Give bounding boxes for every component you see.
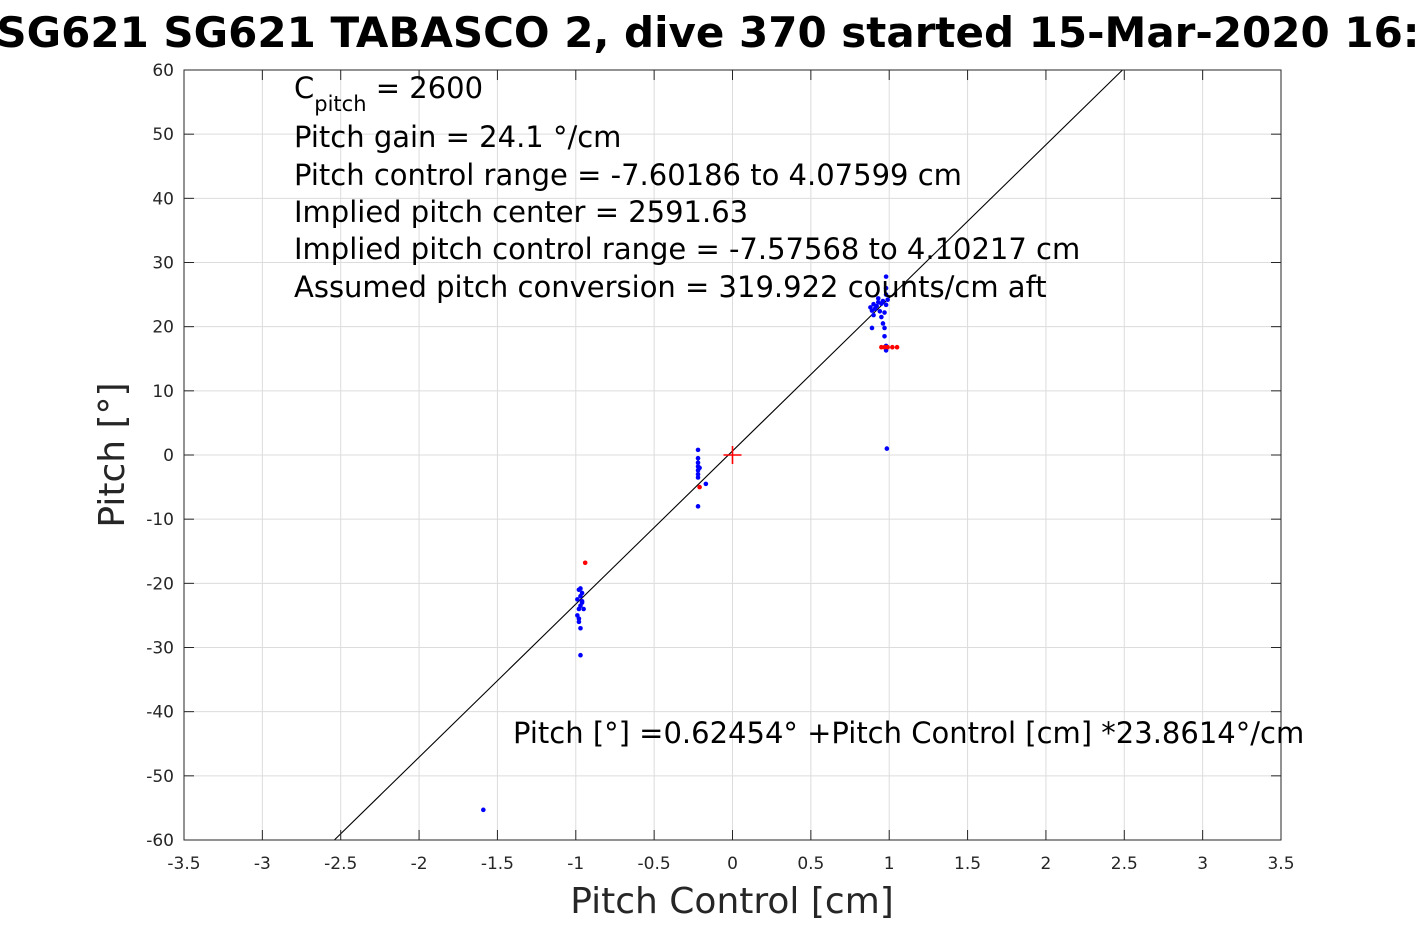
data-point	[885, 344, 890, 350]
y-tick-labels: 60 50 40 30 20 10 0 -10 -20 -30 -40 -50 -60	[146, 61, 174, 851]
y-axis-label: Pitch [°]	[92, 382, 133, 527]
data-point	[697, 465, 702, 471]
data-point	[880, 298, 886, 304]
x-tick-labels: -3.5 -3 -2.5 -2 -1.5 -1 -0.5 0 0.5 1 1.5 2 2.5 3 3.5	[167, 854, 1294, 874]
data-point	[578, 652, 583, 658]
control-range-annotation: Pitch control range = -7.60186 to 4.0759…	[294, 158, 962, 192]
c-pitch-main: C	[294, 71, 314, 105]
x-tick-label: -2	[411, 854, 428, 874]
data-point	[884, 446, 890, 451]
x-tick-label: 1.5	[954, 854, 981, 874]
conversion-annotation: Assumed pitch conversion = 319.922 count…	[294, 270, 1047, 304]
x-tick-label: -3	[254, 854, 271, 874]
data-point	[576, 619, 582, 625]
data-point	[885, 297, 890, 303]
data-point	[576, 616, 582, 621]
data-point	[695, 504, 701, 509]
data-point	[890, 344, 895, 350]
x-tick-label: 3	[1197, 854, 1208, 874]
data-point	[695, 455, 701, 461]
y-tick-label: -20	[146, 574, 174, 594]
data-point	[578, 586, 583, 591]
data-point	[882, 310, 887, 315]
x-tick-label: -1.5	[481, 854, 514, 874]
data-point	[883, 285, 889, 291]
data-point	[697, 484, 702, 490]
y-tick-label: 60	[152, 61, 174, 81]
x-tick-label: 3.5	[1267, 854, 1294, 874]
y-tick-label: 10	[152, 382, 174, 402]
data-point	[578, 625, 583, 631]
x-tick-label: 0.5	[797, 854, 824, 874]
data-point	[695, 447, 701, 453]
x-tick-label: 1	[884, 854, 895, 874]
data-point	[582, 560, 588, 566]
implied-range-annotation: Implied pitch control range = -7.57568 t…	[294, 232, 1080, 266]
implied-center-annotation: Implied pitch center = 2591.63	[294, 195, 748, 229]
x-tick-label: -0.5	[638, 854, 671, 874]
x-tick-label: -3.5	[167, 854, 200, 874]
data-point	[883, 302, 889, 308]
x-axis-label: Pitch Control [cm]	[570, 881, 894, 922]
data-point	[871, 312, 876, 318]
data-point	[874, 303, 879, 309]
data-point	[877, 308, 883, 314]
data-point	[880, 321, 886, 326]
center-marker	[723, 446, 742, 464]
data-point	[883, 274, 889, 279]
fit-equation-annotation: Pitch [°] =0.62454° +Pitch Control [cm] …	[513, 716, 1304, 750]
x-tick-label: 2.5	[1111, 854, 1138, 874]
y-tick-label: 40	[152, 189, 174, 209]
data-point	[875, 296, 881, 301]
y-tick-label: 20	[152, 318, 174, 338]
data-point	[703, 481, 709, 487]
x-tick-label: -2.5	[324, 854, 357, 874]
data-point	[695, 471, 701, 477]
y-tick-label: 0	[163, 446, 174, 466]
data-point	[578, 603, 583, 609]
c-pitch-value: = 2600	[367, 71, 484, 105]
data-point	[882, 325, 887, 331]
chart-title: SG621 SG621 TABASCO 2, dive 370 started …	[0, 8, 1417, 57]
data-point	[883, 292, 889, 297]
data-points	[481, 274, 900, 813]
gain-annotation: Pitch gain = 24.1 °/cm	[294, 120, 621, 154]
c-pitch-subscript: pitch	[314, 92, 366, 116]
y-tick-label: -40	[146, 703, 174, 723]
data-point	[579, 590, 585, 596]
data-point	[879, 314, 884, 320]
data-point	[579, 599, 585, 604]
data-point	[581, 606, 586, 612]
data-point	[894, 344, 900, 350]
data-point	[481, 807, 486, 813]
y-tick-label: -60	[146, 831, 174, 851]
data-point	[695, 475, 701, 480]
x-tick-label: -1	[567, 854, 584, 874]
y-tick-label: -30	[146, 639, 174, 659]
y-tick-label: 30	[152, 254, 174, 274]
data-point	[869, 325, 875, 331]
c-pitch-annotation: Cpitch = 2600	[294, 71, 483, 116]
axis-ticks	[183, 69, 1282, 841]
data-point	[575, 597, 580, 602]
y-tick-label: -50	[146, 767, 174, 787]
x-tick-label: 0	[727, 854, 738, 874]
data-point	[882, 333, 887, 339]
data-point	[695, 460, 701, 466]
y-tick-label: -10	[146, 510, 174, 530]
x-tick-label: 2	[1041, 854, 1052, 874]
y-tick-label: 50	[152, 125, 174, 145]
